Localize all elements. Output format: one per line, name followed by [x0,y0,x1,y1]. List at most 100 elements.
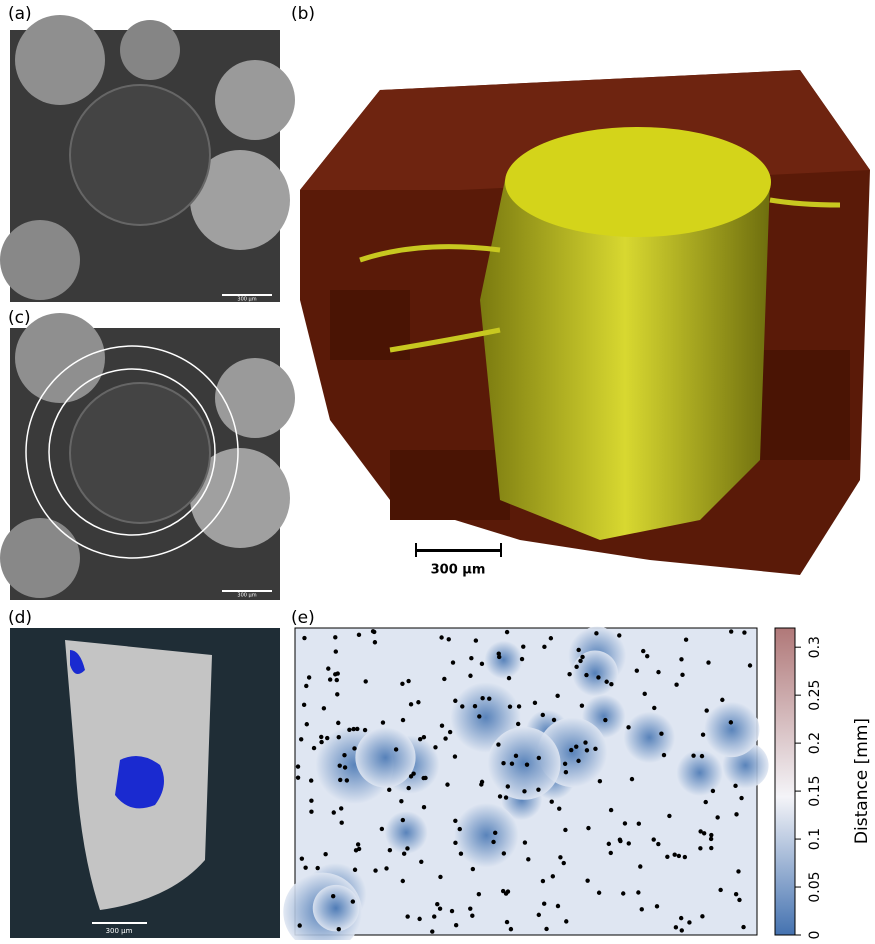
dot [737,898,741,902]
dot [338,778,342,782]
dot [345,778,349,782]
dot [480,780,484,784]
dot [421,776,425,780]
dot [405,914,409,918]
dot [656,670,660,674]
dot [541,713,545,717]
dot [498,794,502,798]
dot [298,923,302,927]
dot [315,866,319,870]
dot [480,696,484,700]
dot [551,874,555,878]
dot [469,656,473,660]
dot [652,837,656,841]
dot [734,892,738,896]
dot [677,854,681,858]
dot [305,722,309,726]
dot [618,838,622,842]
dot [508,704,512,708]
dot [343,765,347,769]
dot [296,775,300,779]
blob [704,702,759,757]
dot [687,920,691,924]
scale-bar-label: 300 µm [106,927,133,935]
dot [442,677,446,681]
3d-rendering: 300 µm [10,628,280,938]
dot [468,906,472,910]
dot [347,728,351,732]
dot [438,875,442,879]
dot [433,745,437,749]
dot [406,786,410,790]
dot [552,718,556,722]
colorbar-tick-label: 0.3 [807,636,823,658]
dot [514,754,518,758]
dot [352,746,356,750]
dot [667,814,671,818]
dot [597,891,601,895]
dot [576,648,580,652]
dot [380,827,384,831]
dot [409,774,413,778]
page: (a) 300 µm (c) 300 µm (b) 300 µm (d) [0,0,875,940]
dot [337,735,341,739]
dot [674,925,678,929]
dot [438,906,442,910]
dot [459,852,463,856]
dot [333,672,337,676]
ct-slice: 300 µm [0,15,295,303]
dot [637,822,641,826]
dot [673,852,677,856]
dot [720,698,724,702]
dot [335,678,339,682]
colorbar [775,628,795,935]
dot [596,675,600,679]
dot [448,730,452,734]
colorbar-tick-label: 0.25 [807,680,823,711]
panel-label: (e) [291,608,315,628]
dot [523,840,527,844]
colorbar-tick-label: 0.2 [807,732,823,754]
scale-bar-label: 300 µm [237,593,256,599]
dot [356,842,360,846]
dot [574,744,578,748]
dot [522,789,526,793]
dot [335,692,339,696]
dot [574,665,578,669]
dot [741,925,745,929]
dot [309,778,313,782]
dot [505,630,509,634]
dot [563,828,567,832]
dot [679,657,683,661]
dot [604,680,608,684]
dot [299,737,303,741]
dot [322,706,326,710]
3d-rendering: 300 µm [300,70,870,578]
dot [422,735,426,739]
dot [409,702,413,706]
dot [609,682,613,686]
dot [480,662,484,666]
dot [302,703,306,707]
dot [564,770,568,774]
dot [470,914,474,918]
dot [373,868,377,872]
dot [401,718,405,722]
dot [711,789,715,793]
dot [487,696,491,700]
dot [510,761,514,765]
dot [544,927,548,931]
blob [676,750,722,796]
dot [439,635,443,639]
colorbar-tick-label: 0 [807,931,823,940]
dot [609,808,613,812]
dot [332,810,336,814]
dot [507,676,511,680]
panel-label: (a) [8,4,32,24]
blob [313,885,360,932]
dot [636,890,640,894]
dot [304,684,308,688]
dot [736,869,740,873]
dot [387,788,391,792]
dot [447,637,451,641]
